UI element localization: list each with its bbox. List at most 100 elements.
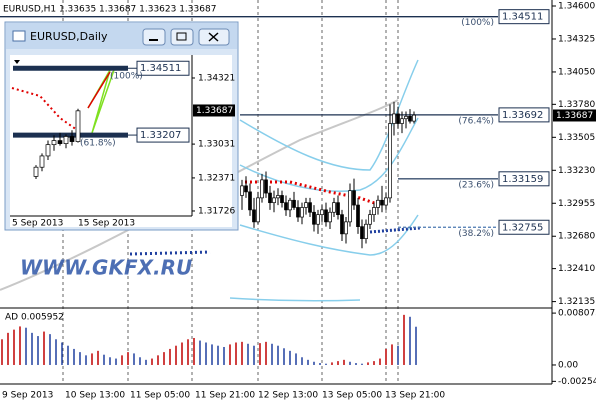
candle-body <box>360 226 364 239</box>
x-tick-label: 13 Sep 21:00 <box>385 391 445 400</box>
candle-body <box>33 166 39 177</box>
candle-body <box>336 202 340 216</box>
candle-body <box>372 207 376 216</box>
lower-band <box>239 214 419 256</box>
x-tick-label: 9 Sep 2013 <box>2 391 53 400</box>
candle-body <box>352 190 356 206</box>
candle-body <box>400 118 404 124</box>
candle-body <box>276 195 280 199</box>
fib-label-box <box>498 219 550 235</box>
x-tick-label: 13 Sep 05:00 <box>322 391 382 400</box>
candle-body <box>356 204 360 228</box>
x-tick-label: 5 Sep 2013 <box>12 219 63 229</box>
fib-label-box <box>498 9 550 25</box>
minimize-button[interactable] <box>142 28 166 46</box>
candle-body <box>292 199 296 208</box>
y-tick-label: 1.33230 <box>558 166 595 176</box>
watermark: WWW.GKFX.RU <box>20 256 192 280</box>
last-price-label: 1.33687 <box>556 111 593 121</box>
fib-price: 1.33207 <box>140 130 181 141</box>
candle-body <box>380 199 384 206</box>
fib-price: 1.34511 <box>502 12 543 23</box>
candle-body <box>384 197 388 206</box>
chart-header: EURUSD,H1 1.33635 1.33687 1.33623 1.3368… <box>3 5 216 15</box>
last-price-label: 1.33687 <box>196 106 233 116</box>
candle-body <box>348 190 352 223</box>
fib-price: 1.33692 <box>502 110 543 121</box>
candle-body <box>320 209 324 216</box>
x-tick-label: 15 Sep 2013 <box>78 219 135 229</box>
y-tick-label: 1.32371 <box>198 173 235 183</box>
fib-price: 1.32755 <box>502 222 543 233</box>
y-tick-label: 1.31726 <box>198 206 235 216</box>
candle-body <box>328 211 332 223</box>
window-title: EURUSD,Daily <box>30 30 108 43</box>
y-tick-label: 1.34325 <box>558 34 595 44</box>
x-tick-label: 10 Sep 13:00 <box>65 391 125 400</box>
close-icon <box>208 32 219 42</box>
fib-label-box <box>136 60 190 76</box>
y-tick-label: 1.34050 <box>558 67 595 77</box>
last-price-tag <box>553 109 596 122</box>
y-tick-label: 0.00 <box>558 360 578 370</box>
y-tick-label: 1.33780 <box>558 100 595 110</box>
x-tick-label: 11 Sep 05:00 <box>130 391 190 400</box>
candle-body <box>312 211 316 225</box>
candle-body <box>344 221 348 235</box>
y-tick-label: 1.34321 <box>198 73 235 83</box>
last-price-tag <box>193 104 235 117</box>
inset-sar <box>11 87 81 133</box>
candle-body <box>340 214 344 235</box>
middle-band <box>239 117 419 193</box>
candle-body <box>284 202 288 211</box>
restore-button[interactable] <box>170 28 194 46</box>
sar-dots <box>245 180 381 207</box>
restore-icon <box>176 32 187 41</box>
candle-body <box>300 207 304 218</box>
zigzag-red <box>87 71 111 109</box>
candle-body <box>272 197 276 204</box>
candle-body <box>404 115 408 120</box>
candle-body <box>51 140 57 146</box>
y-tick-label: 1.32680 <box>558 232 595 242</box>
sar-dots-2 <box>369 226 421 234</box>
lower-band-2 <box>229 297 361 302</box>
fib-level: (61.8%) <box>80 139 116 149</box>
candle-body <box>288 199 292 211</box>
candle-body <box>324 209 328 223</box>
fib-price: 1.33159 <box>502 174 543 185</box>
candle-body <box>396 113 400 124</box>
candle-body <box>240 185 244 196</box>
candle-body <box>69 136 75 142</box>
candle-body <box>63 136 69 144</box>
candle-body <box>364 223 368 239</box>
candle-body <box>45 144 51 157</box>
inset-window: EURUSD,Daily 1.34321 1.33031 1.32371 1.3172… <box>4 21 239 231</box>
candle-body <box>264 179 268 194</box>
candle-body <box>304 202 308 208</box>
sar-dots-3 <box>129 250 211 256</box>
candle-body <box>316 214 320 225</box>
fib-label-box <box>498 107 550 123</box>
y-tick-label: 0.008073 <box>558 309 596 319</box>
candle-body <box>296 207 300 218</box>
x-tick-label: 12 Sep 13:00 <box>258 391 318 400</box>
candle-body <box>252 209 256 223</box>
y-tick-label: 1.33505 <box>558 133 595 143</box>
candle-body <box>39 155 45 168</box>
fib-level: (23.6%) <box>458 180 494 190</box>
window-icon <box>12 30 26 42</box>
candle-body <box>392 113 396 124</box>
trend-line <box>0 99 399 291</box>
ad-indicator: 0.008073 0.00 -0.002549 <box>1 309 596 387</box>
indicator-label: AD 0.005952 <box>5 313 64 323</box>
candle-body <box>268 192 272 204</box>
candle-body <box>408 115 412 122</box>
fib-price: 1.34511 <box>140 63 181 74</box>
candle-body <box>280 195 284 204</box>
arrow-marker <box>14 60 20 64</box>
fib-label-box <box>498 171 550 187</box>
candle-body <box>368 214 372 225</box>
